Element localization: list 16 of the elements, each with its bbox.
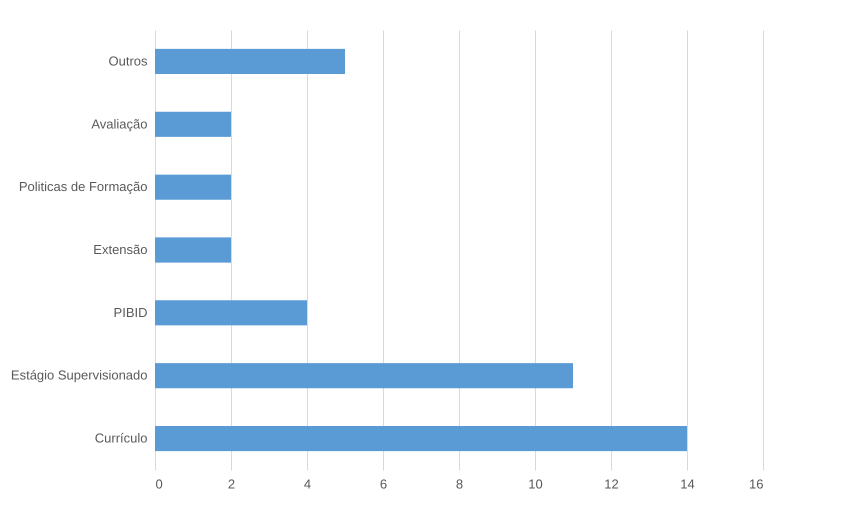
y-tick-label: Avaliação (91, 116, 148, 132)
y-tick-label: Estágio Supervisionado (10, 368, 148, 383)
x-tick-label: 6 (380, 476, 388, 492)
x-tick-label: 16 (749, 476, 764, 492)
x-tick-label: 10 (528, 476, 543, 492)
x-tick-label: 0 (156, 476, 163, 492)
y-tick-label: Currículo (94, 430, 148, 446)
y-tick-label: Politicas de Formação (18, 179, 148, 194)
x-tick-label: 12 (604, 476, 619, 492)
x-tick-label: 2 (228, 476, 236, 492)
x-tick-label: 14 (680, 476, 695, 492)
x-tick-label: 4 (304, 476, 312, 492)
y-tick-label: PIBID (114, 304, 148, 320)
y-tick-label: Outros (108, 53, 148, 68)
y-tick-label: Extensão (93, 242, 148, 257)
x-tick-label: 8 (456, 476, 464, 492)
